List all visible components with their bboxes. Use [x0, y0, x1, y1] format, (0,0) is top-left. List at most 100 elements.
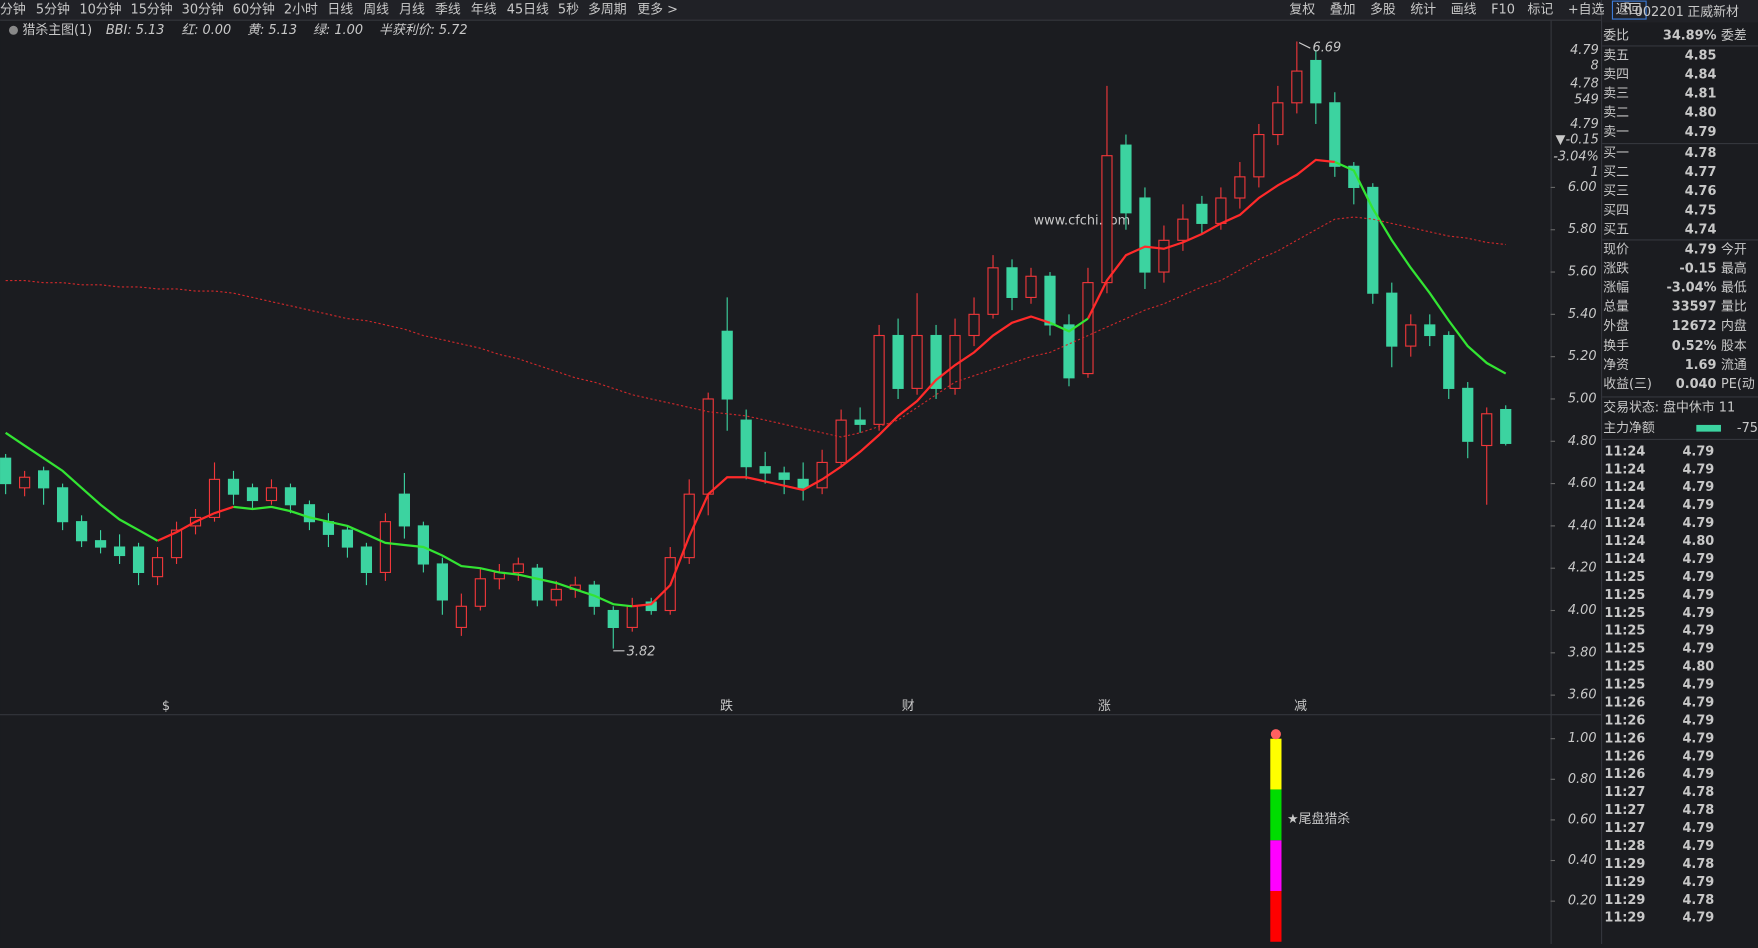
- period-tab[interactable]: 15分钟: [131, 2, 173, 18]
- axis-info: ▼-0.15: [1556, 133, 1599, 148]
- stat-label: 外盘: [1603, 318, 1629, 334]
- tick-time: 11:25: [1604, 642, 1645, 657]
- axis-info: 549: [1574, 92, 1599, 107]
- flow-bar: [1696, 424, 1721, 432]
- candle-body: [1405, 324, 1417, 347]
- period-tab[interactable]: 周线: [363, 3, 389, 18]
- candle-body: [132, 546, 145, 573]
- period-tab[interactable]: 5秒: [558, 3, 579, 18]
- menu-bar: [0, 0, 1602, 21]
- stat-label2: 内盘: [1721, 318, 1747, 334]
- candle-body: [835, 419, 847, 463]
- tool-button[interactable]: 多股: [1370, 3, 1396, 18]
- ask-value: 4.79: [1685, 125, 1717, 140]
- y-tick-label: 4.60: [1568, 476, 1597, 491]
- tick-price: 4.79: [1682, 444, 1714, 459]
- period-tab[interactable]: 季线: [435, 3, 461, 18]
- period-tab[interactable]: 年线: [471, 3, 497, 18]
- tick-price: 4.79: [1682, 731, 1714, 746]
- candle-body: [360, 546, 373, 573]
- candle-body: [265, 487, 278, 502]
- tool-button[interactable]: F10: [1491, 3, 1515, 18]
- tool-button[interactable]: 返回: [1616, 3, 1642, 18]
- candle-body: [1082, 282, 1094, 375]
- stat-label: 总量: [1603, 300, 1629, 315]
- candle-body: [0, 457, 12, 485]
- candle-body: [1348, 165, 1360, 188]
- candle-body: [626, 605, 638, 628]
- stock-name: 正威新材: [1687, 4, 1739, 20]
- y-tick-label: 4.20: [1568, 561, 1597, 576]
- indicator-line: [1049, 317, 1089, 333]
- candle-body: [1500, 408, 1512, 444]
- y-tick-label: 1.00: [1568, 731, 1597, 746]
- y-tick-label: 5.20: [1568, 349, 1597, 364]
- tool-button[interactable]: 画线: [1451, 3, 1477, 18]
- tick-time: 11:25: [1604, 660, 1645, 675]
- period-tab[interactable]: 5分钟: [36, 2, 70, 18]
- period-tab[interactable]: 2小时: [284, 3, 318, 18]
- tool-button[interactable]: 标记: [1527, 3, 1553, 18]
- tool-button[interactable]: 叠加: [1330, 3, 1356, 18]
- tick-price: 4.79: [1682, 588, 1714, 603]
- candle-body: [968, 313, 980, 337]
- period-tab[interactable]: 分钟: [0, 2, 26, 18]
- tick-price: 4.79: [1682, 480, 1714, 495]
- candle-body: [873, 334, 885, 425]
- candle-body: [1462, 387, 1474, 442]
- event-label: $: [162, 699, 170, 714]
- indicator-line: [1334, 160, 1507, 375]
- tick-price: 4.79: [1682, 749, 1714, 764]
- indicator-line: [1086, 158, 1335, 320]
- tool-button[interactable]: 统计: [1410, 3, 1436, 18]
- period-tab[interactable]: 多周期: [588, 3, 627, 18]
- indicator-value: 半获利价: 5.72: [379, 23, 468, 38]
- candle-body: [227, 478, 240, 495]
- candle-body: [1310, 59, 1322, 104]
- candle-body: [930, 334, 942, 389]
- axis-info: 4.79: [1570, 43, 1599, 58]
- candle-body: [113, 546, 126, 557]
- stat-label2: 股本: [1721, 339, 1747, 354]
- panel-header: [1602, 0, 1758, 23]
- ask-label: 卖四: [1603, 68, 1629, 83]
- tick-time: 11:29: [1604, 893, 1645, 908]
- candle-body: [778, 472, 790, 480]
- candle-body: [1386, 292, 1398, 347]
- tick-time: 11:29: [1604, 911, 1645, 926]
- tick-price: 4.79: [1682, 498, 1714, 513]
- period-tab[interactable]: 日线: [327, 3, 353, 18]
- period-tab[interactable]: 更多 >: [637, 3, 678, 18]
- period-tab[interactable]: 30分钟: [182, 2, 224, 18]
- y-tick-label: 0.40: [1568, 853, 1597, 868]
- tick-time: 11:24: [1604, 534, 1645, 549]
- axis-info: 4.79: [1570, 117, 1599, 132]
- event-label: 跌: [720, 698, 733, 714]
- axis-info: 1: [1591, 165, 1599, 180]
- candle-body: [1006, 267, 1018, 298]
- candle-body: [341, 529, 354, 548]
- candle-body: [1215, 197, 1227, 224]
- tick-price: 4.78: [1682, 785, 1714, 800]
- period-tab[interactable]: 月线: [399, 3, 425, 18]
- tick-price: 4.79: [1682, 552, 1714, 567]
- candle-body: [1329, 102, 1341, 167]
- candle-body: [607, 609, 619, 628]
- candle-body: [398, 493, 410, 527]
- tick-price: 4.79: [1682, 642, 1714, 657]
- indicator-name: 猎杀主图(1): [22, 23, 92, 38]
- candle-body: [1367, 186, 1379, 294]
- candle-body: [1253, 133, 1265, 178]
- tool-button[interactable]: +自选: [1568, 3, 1605, 18]
- period-tab[interactable]: 10分钟: [79, 2, 121, 18]
- candle-body: [151, 557, 164, 578]
- period-tab[interactable]: 60分钟: [233, 2, 275, 18]
- candle-body: [170, 529, 183, 559]
- stat-value: 0.040: [1676, 377, 1717, 392]
- watermark: www.cfchi.com: [1034, 213, 1131, 228]
- tool-button[interactable]: 复权: [1289, 2, 1315, 18]
- period-tab[interactable]: 45日线: [507, 3, 549, 18]
- stat-label2: PE(动: [1721, 377, 1755, 392]
- indicator-line: [233, 505, 633, 608]
